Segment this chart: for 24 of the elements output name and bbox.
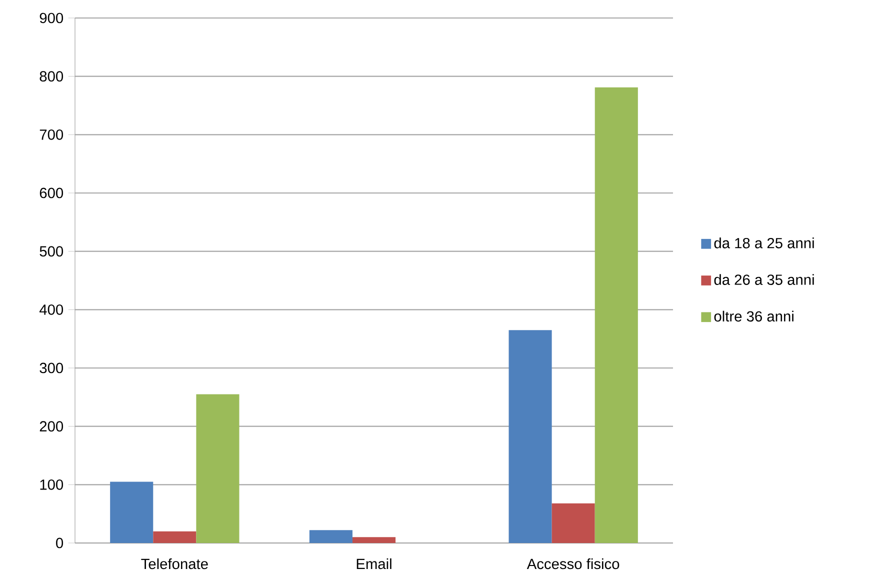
legend-label: da 26 a 35 anni <box>714 274 814 285</box>
bar <box>309 530 352 543</box>
x-tick-label: Email <box>356 558 392 570</box>
y-tick-label: 400 <box>39 304 64 315</box>
bar <box>594 87 638 543</box>
y-tick-label: 500 <box>40 246 64 257</box>
bar <box>552 503 595 543</box>
bar <box>153 531 196 543</box>
x-tick-label: Telefonate <box>141 558 208 570</box>
y-tick-label: 600 <box>40 188 64 198</box>
legend-label: da 18 a 25 anni <box>714 238 814 248</box>
bar <box>508 330 552 543</box>
y-tick-label: 700 <box>40 129 64 140</box>
legend-label: oltre 36 anni <box>714 310 794 322</box>
y-tick-label: 100 <box>40 479 64 490</box>
y-tick-label: 0 <box>56 538 64 548</box>
y-tick-label: 200 <box>40 421 64 432</box>
x-tick-label: Accesso fisico <box>526 558 620 570</box>
bar <box>110 482 154 543</box>
y-tick-label: 300 <box>40 362 64 374</box>
bar <box>352 537 396 543</box>
y-tick-label: 900 <box>40 12 64 24</box>
bar <box>196 394 240 543</box>
y-tick-label: 800 <box>40 71 64 82</box>
